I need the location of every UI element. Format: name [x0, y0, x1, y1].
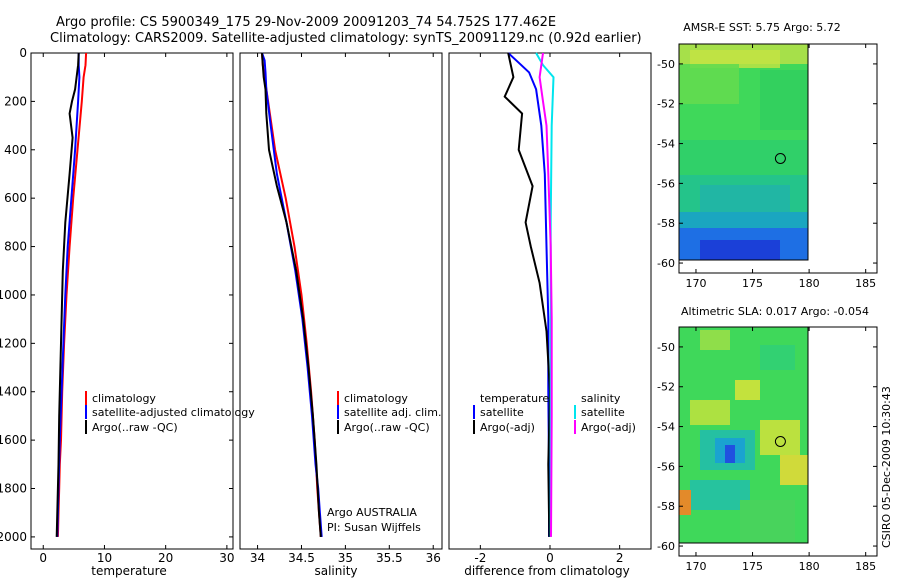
satellite-line	[503, 52, 552, 537]
legend-sal-argo-label: Argo(-adj)	[581, 421, 636, 434]
sst-heatmap	[679, 44, 808, 260]
legend-temp-argo-label: Argo(-adj)	[480, 421, 535, 434]
x-tick-label: 36	[426, 551, 441, 565]
salinity-ticks: 34 34.5 35 35.5 36	[250, 53, 441, 565]
sla-map-title: Altimetric SLA: 0.017 Argo: -0.054	[681, 305, 869, 318]
sla-heatmap	[679, 327, 808, 543]
x-tick-label: -2	[474, 551, 486, 565]
y-tick-label: 600	[4, 191, 27, 205]
lat-tick-label: -56	[657, 177, 675, 190]
lat-tick-label: -50	[657, 58, 675, 71]
y-tick-label: 1600	[0, 433, 27, 447]
salinity-xlabel: salinity	[314, 564, 357, 578]
legend-sal-satellite-label: satellite	[581, 406, 625, 419]
sst-map-ticks: 170 175 180 185 -50 -52 -54 -56 -58 -60	[657, 44, 877, 290]
sst-map-panel: AMSR-E SST: 5.75 Argo: 5.72 170 175 180 185…	[657, 21, 878, 290]
lat-tick-label: -54	[657, 138, 675, 151]
legend-argo-label: Argo(..raw -QC)	[344, 421, 430, 434]
x-tick-label: 20	[158, 551, 173, 565]
difference-lines	[503, 52, 555, 537]
lat-tick-label: -58	[657, 217, 675, 230]
y-tick-label: 1400	[0, 385, 27, 399]
y-tick-label: 1000	[0, 288, 27, 302]
lat-tick-label: -52	[657, 381, 675, 394]
lon-tick-label: 180	[799, 560, 820, 573]
y-tick-label: 1200	[0, 336, 27, 350]
sla-map-frame	[678, 326, 878, 557]
lon-tick-label: 185	[855, 277, 876, 290]
timestamp-label: CSIRO 05-Dec-2009 10:30:43	[880, 386, 893, 548]
y-tick-label: 800	[4, 240, 27, 254]
sla-map-panel: Altimetric SLA: 0.017 Argo: -0.054 170 17…	[657, 305, 878, 573]
legend-temperature-title: temperature	[480, 392, 549, 405]
temperature-ticks: 0 10 20 30 0 200 400 600 800 1000 1200 1400 1600 1800…	[0, 46, 235, 565]
sla-profile-location-marker	[774, 436, 786, 447]
lat-tick-label: -54	[657, 421, 675, 434]
lat-tick-label: -56	[657, 460, 675, 473]
y-tick-label: 0	[19, 46, 27, 60]
lat-tick-label: -58	[657, 500, 675, 513]
x-tick-label: 35.5	[376, 551, 403, 565]
salinity-axes-frame	[239, 52, 443, 550]
satellite-salinity-line	[538, 52, 553, 537]
y-tick-label: 400	[4, 143, 27, 157]
lat-tick-label: -60	[657, 540, 675, 553]
sla-map-ticks: 170 175 180 185 -50 -52 -54 -56 -58 -60	[657, 327, 877, 573]
lat-tick-label: -50	[657, 341, 675, 354]
x-tick-label: 10	[97, 551, 112, 565]
legend-climatology-label: climatology	[344, 392, 408, 405]
temperature-axes-frame	[30, 52, 234, 550]
temperature-lines	[55, 52, 88, 537]
pi-label: PI: Susan Wijffels	[327, 521, 421, 534]
y-tick-label: 2000	[0, 530, 27, 544]
x-tick-label: 2	[616, 551, 624, 565]
lon-tick-label: 175	[742, 560, 763, 573]
y-tick-label: 1800	[0, 482, 27, 496]
satellite-line	[261, 52, 323, 537]
x-tick-label: 34	[250, 551, 265, 565]
difference-legend: temperature satellite Argo(-adj) salinit…	[473, 392, 636, 434]
argo-line	[261, 52, 322, 537]
lon-tick-label: 170	[685, 560, 706, 573]
legend-satellite-label: satellite adj. clim.	[344, 406, 441, 419]
x-tick-label: 35	[338, 551, 353, 565]
sst-map-frame	[678, 43, 878, 274]
lon-tick-label: 175	[742, 277, 763, 290]
sst-map-title: AMSR-E SST: 5.75 Argo: 5.72	[683, 21, 841, 34]
difference-ticks: -2 0 2	[474, 53, 623, 565]
lon-tick-label: 185	[855, 560, 876, 573]
x-tick-label: 0	[546, 551, 554, 565]
argo-line	[535, 52, 555, 537]
salinity-legend: climatology satellite adj. clim. Argo(..…	[337, 391, 441, 434]
legend-temp-satellite-label: satellite	[480, 406, 524, 419]
x-tick-label: 0	[39, 551, 47, 565]
sst-profile-location-marker	[774, 153, 786, 164]
difference-panel: -2 0 2 difference from climatology tempera…	[448, 52, 652, 578]
x-tick-label: 34.5	[288, 551, 315, 565]
legend-satellite-label: satellite-adjusted climatology	[92, 406, 255, 419]
argo-australia-label: Argo AUSTRALIA	[327, 506, 417, 519]
legend-climatology-label: climatology	[92, 392, 156, 405]
legend-argo-label: Argo(..raw -QC)	[92, 421, 178, 434]
header-line-1: Argo profile: CS 5900349_175 29-Nov-2009…	[56, 15, 556, 30]
y-tick-label: 200	[4, 94, 27, 108]
temperature-legend: climatology satellite-adjusted climatolo…	[85, 391, 255, 434]
salinity-lines	[261, 52, 323, 537]
salinity-panel: 34 34.5 35 35.5 36 salinity climatology sate…	[239, 52, 443, 578]
x-tick-label: 30	[219, 551, 234, 565]
lat-tick-label: -60	[657, 257, 675, 270]
argo-line	[55, 52, 80, 537]
temperature-panel: 0 10 20 30 0 200 400 600 800 1000 1200 1400 1600 1800…	[0, 46, 255, 578]
header-line-2: Climatology: CARS2009. Satellite-adjuste…	[50, 31, 642, 46]
lat-tick-label: -52	[657, 98, 675, 111]
difference-xlabel: difference from climatology	[464, 564, 630, 578]
lon-tick-label: 180	[799, 277, 820, 290]
climatology-line	[507, 52, 550, 537]
temperature-xlabel: temperature	[91, 564, 166, 578]
lon-tick-label: 170	[685, 277, 706, 290]
legend-salinity-title: salinity	[581, 392, 621, 405]
